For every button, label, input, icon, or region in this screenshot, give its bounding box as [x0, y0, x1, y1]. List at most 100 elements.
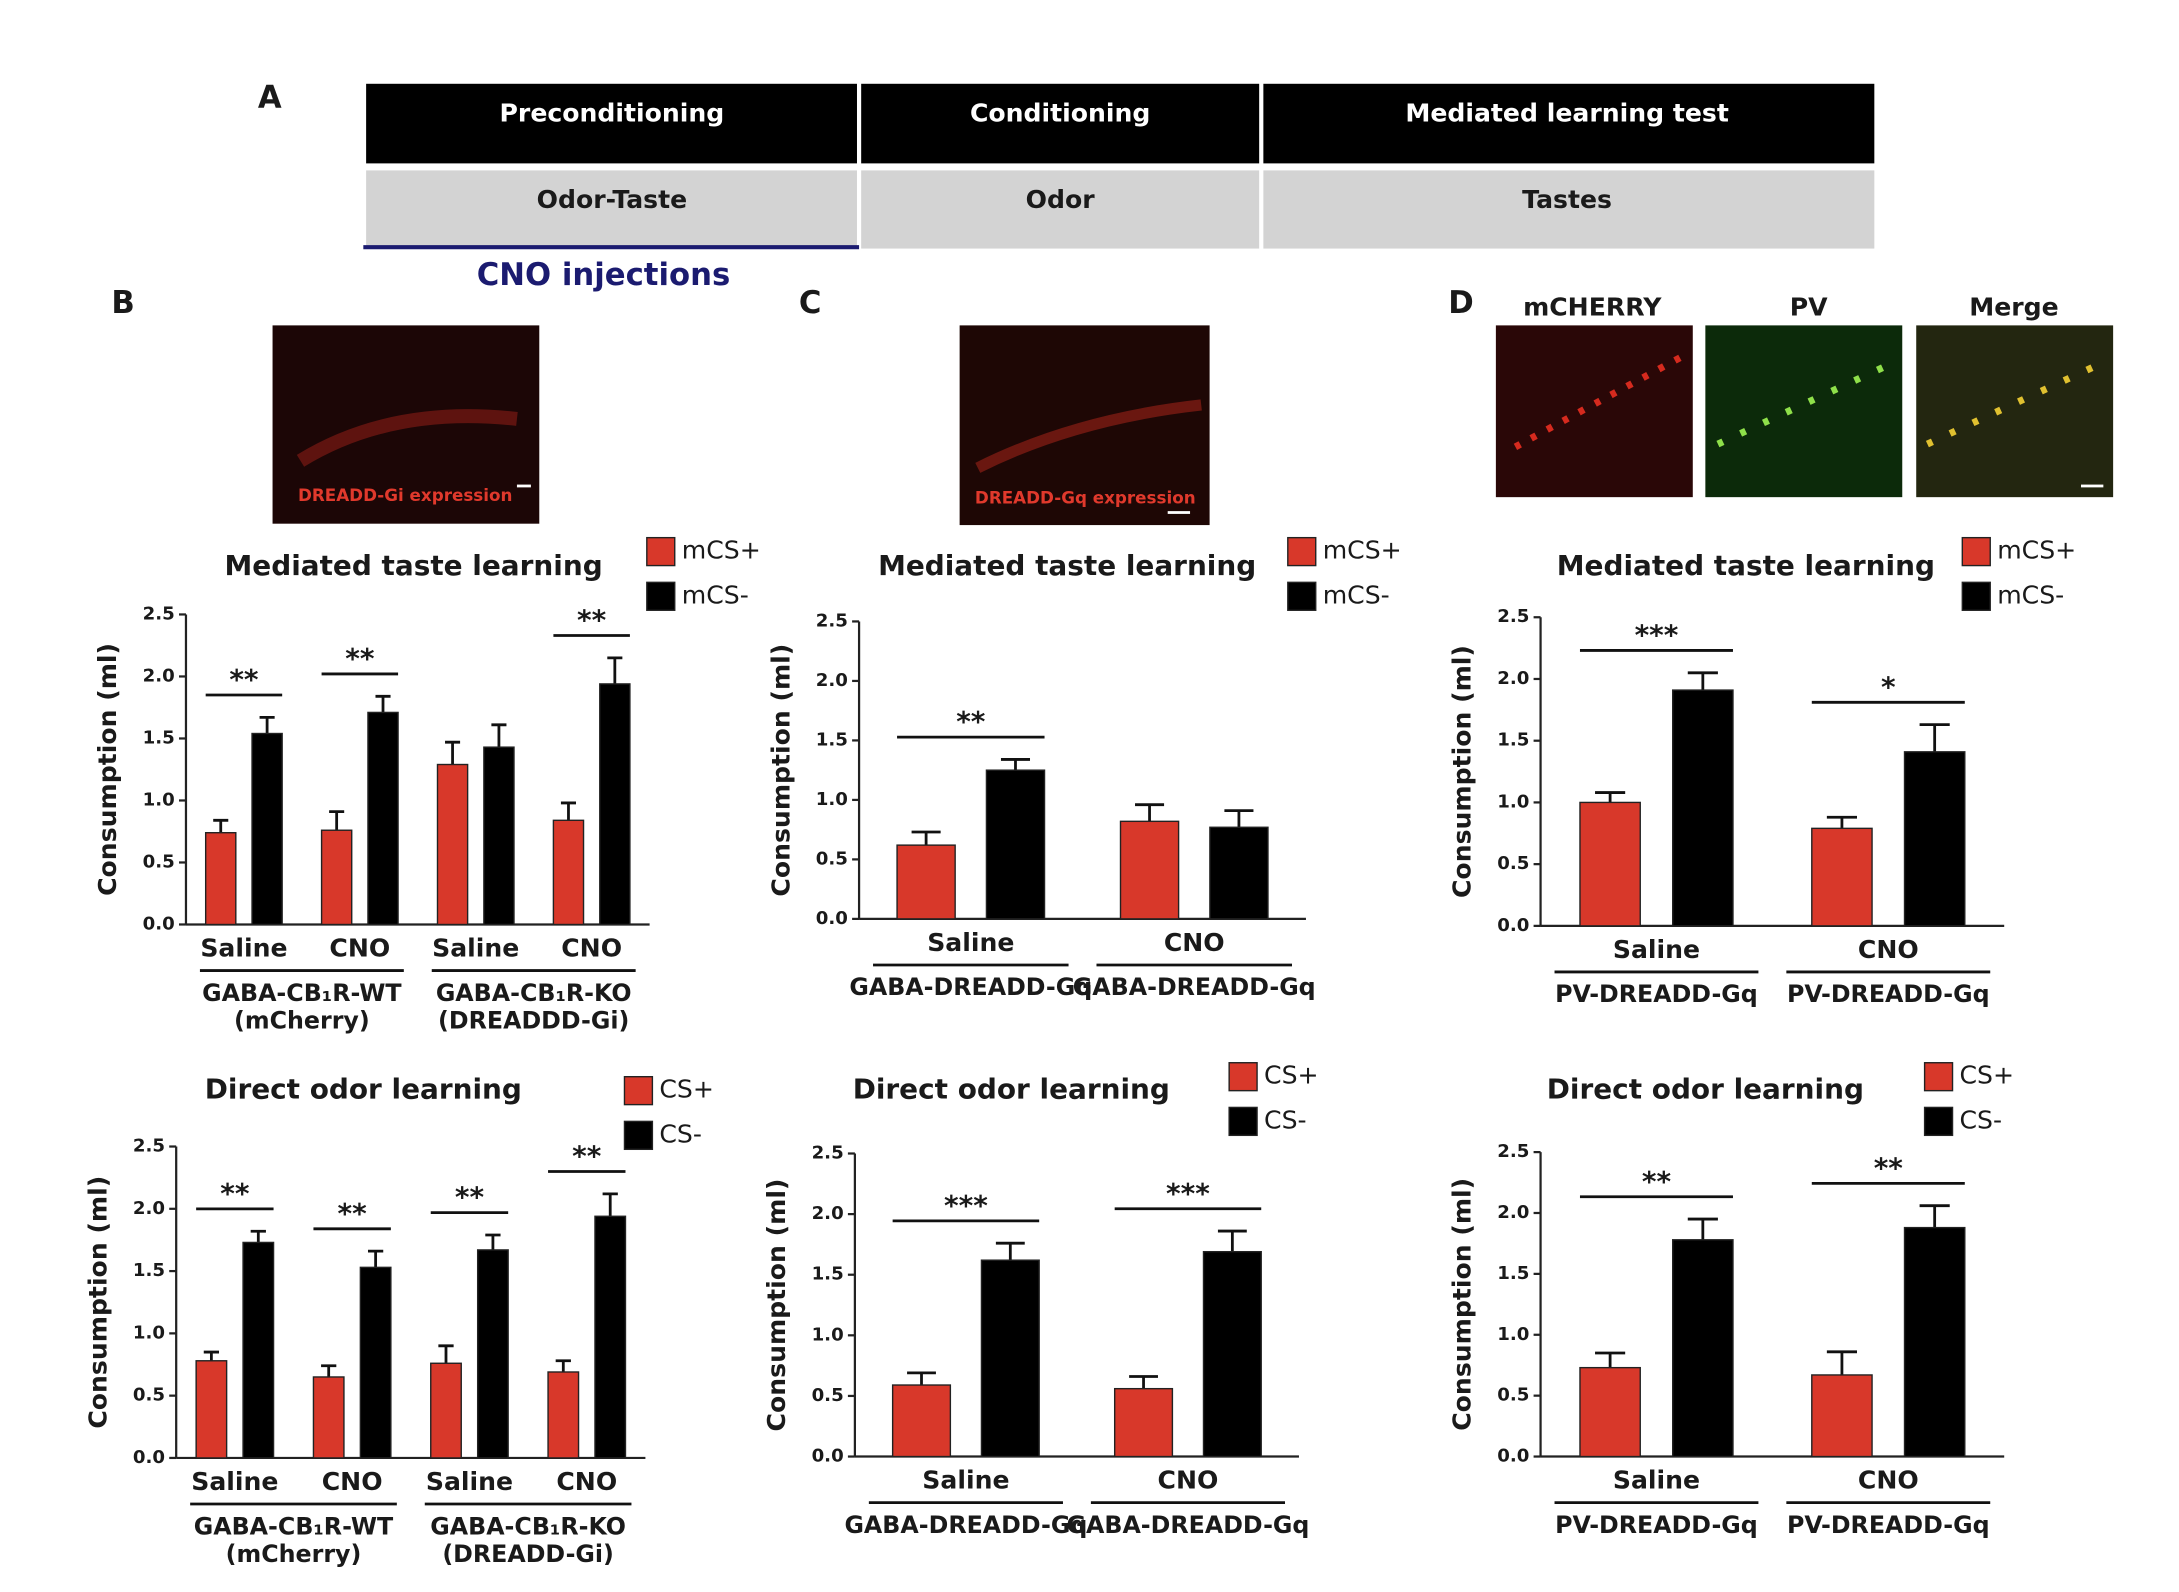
legend-swatch: [1961, 536, 1991, 567]
y-tick-label: 2.5: [812, 1143, 844, 1164]
image-caption: DREADD-Gi expression: [298, 485, 513, 505]
micrograph-texture: [975, 399, 1202, 473]
error-bar: [213, 818, 229, 833]
bar: [1579, 801, 1641, 927]
bar: [312, 1376, 345, 1459]
bar: [552, 819, 585, 926]
header-row: [366, 83, 1875, 164]
group-label: GABA-CB₁R-KO: [436, 979, 632, 1007]
chart-title: Direct odor learning: [853, 1073, 1170, 1106]
header-cell: Preconditioning: [500, 99, 725, 128]
x-tick-label: CNO: [561, 934, 622, 963]
y-axis-label: Consumption (ml): [1448, 645, 1477, 898]
group-label: GABA-DREADD-Gq: [849, 973, 1092, 1001]
error-bar: [1687, 671, 1718, 691]
y-tick-label: 0.0: [1497, 915, 1529, 936]
y-tick-label: 0.5: [133, 1385, 165, 1406]
error-bar: [1000, 758, 1031, 771]
significance-stars: **: [455, 1181, 485, 1214]
y-tick-label: 2.0: [133, 1198, 165, 1219]
y-tick-label: 2.0: [1497, 1202, 1529, 1223]
legend-label: CS-: [659, 1119, 702, 1148]
y-tick-label: 0.5: [812, 1385, 844, 1406]
legend-label: CS-: [1264, 1105, 1307, 1134]
legend-label: mCS+: [682, 536, 761, 565]
legend-swatch: [1923, 1106, 1954, 1137]
image-label: mCHERRY: [1523, 293, 1662, 322]
x-tick-label: Saline: [1613, 1466, 1700, 1495]
scale-bar: [1167, 511, 1191, 514]
error-bar: [1129, 1375, 1158, 1389]
bar: [980, 1259, 1040, 1458]
cno-note: CNO injections: [477, 257, 731, 293]
error-bar: [1826, 1350, 1857, 1375]
chart-title: Direct odor learning: [1547, 1073, 1864, 1106]
legend-swatch: [1228, 1062, 1258, 1092]
error-bar: [1135, 803, 1165, 822]
y-tick-label: 0.0: [143, 913, 175, 934]
panel-label: B: [111, 285, 134, 321]
significance-stars: **: [1874, 1151, 1904, 1184]
group-label: (DREADDD-Gi): [438, 1007, 629, 1035]
x-tick-label: CNO: [329, 934, 390, 963]
bar: [599, 683, 631, 926]
y-tick-label: 0.5: [1497, 1385, 1529, 1406]
header-cell: Mediated learning test: [1405, 99, 1729, 128]
x-tick-label: Saline: [426, 1467, 513, 1496]
y-tick-label: 1.0: [1497, 1324, 1529, 1345]
y-axis-label: Consumption (ml): [83, 1176, 112, 1429]
y-tick-label: 2.0: [143, 665, 175, 686]
significance-stars: **: [345, 642, 375, 675]
micrograph: [1495, 325, 1693, 498]
table-cell: Odor: [1026, 185, 1096, 214]
significance-stars: ***: [1166, 1177, 1210, 1210]
legend-label: mCS+: [1997, 536, 2076, 565]
legend-label: CS-: [1960, 1105, 2003, 1134]
micrographs: DREADD-Gi expression DREADD-Gq expressio…: [272, 293, 2114, 526]
error-bar: [1919, 723, 1950, 752]
y-tick-label: 2.5: [816, 610, 848, 631]
bar: [1903, 1226, 1966, 1458]
bar: [1202, 1250, 1262, 1458]
y-tick-label: 2.5: [1497, 1141, 1529, 1162]
y-tick-label: 2.5: [133, 1136, 165, 1157]
error-bar: [1687, 1217, 1718, 1240]
error-bar: [607, 656, 623, 684]
significance-stars: **: [338, 1197, 368, 1230]
significance-stars: **: [1642, 1165, 1672, 1198]
significance-stars: ***: [944, 1189, 988, 1222]
bar: [1113, 1387, 1174, 1458]
y-tick-label: 2.0: [812, 1203, 844, 1224]
y-tick-label: 1.0: [1497, 791, 1529, 812]
bar: [430, 1362, 462, 1459]
legend-swatch: [1923, 1062, 1954, 1092]
significance-stars: **: [229, 663, 259, 696]
group-label: GABA-CB₁R-WT: [202, 979, 402, 1007]
y-tick-label: 1.5: [133, 1260, 165, 1281]
significance-stars: ***: [1635, 618, 1679, 651]
y-tick-label: 0.5: [816, 848, 848, 869]
x-tick-label: CNO: [1858, 935, 1919, 964]
y-axis-label: Consumption (ml): [93, 643, 122, 896]
error-bar: [259, 715, 275, 734]
y-axis-label: Consumption (ml): [1448, 1178, 1477, 1431]
bar: [242, 1241, 275, 1459]
group-label: GABA-DREADD-Gq: [844, 1511, 1087, 1539]
bar: [896, 844, 956, 920]
y-tick-label: 1.5: [812, 1264, 844, 1285]
x-tick-label: Saline: [432, 934, 519, 963]
error-bar: [907, 1371, 936, 1386]
protocol-table: Preconditioning Conditioning Mediated le…: [363, 80, 1875, 293]
y-tick-label: 2.5: [1497, 606, 1529, 627]
y-tick-label: 1.5: [143, 727, 175, 748]
legend-label: mCS+: [1323, 536, 1402, 565]
y-tick-label: 1.0: [133, 1322, 165, 1343]
y-tick-label: 1.0: [816, 789, 848, 810]
legend-label: mCS-: [1997, 580, 2064, 609]
significance-stars: **: [572, 1140, 602, 1173]
scale-bar: [516, 484, 531, 488]
error-bar: [438, 1344, 454, 1364]
y-tick-label: 0.5: [1497, 853, 1529, 874]
